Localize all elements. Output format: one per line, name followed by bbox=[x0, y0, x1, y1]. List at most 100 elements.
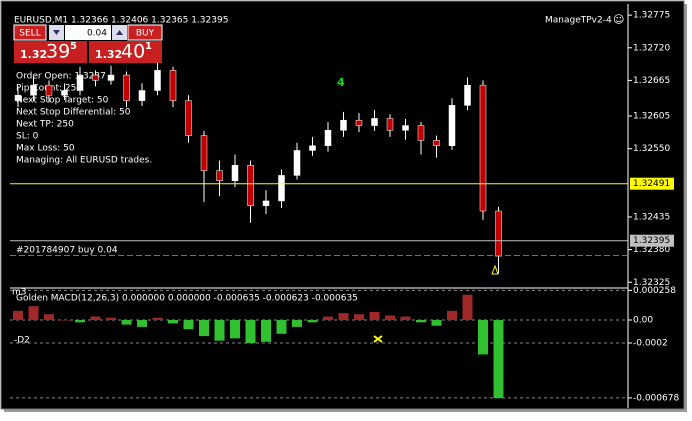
price-level-label: 1.32491 bbox=[633, 179, 670, 189]
histogram-bar bbox=[261, 320, 271, 342]
trade-panel: SELL 0.04 BUY 1.32 39 5 1.32 40 1 bbox=[13, 24, 163, 63]
info-line: Order Open: 1.3237 bbox=[16, 72, 106, 82]
candle-body bbox=[262, 200, 270, 206]
count-label: 4 bbox=[337, 76, 345, 89]
histogram-bar bbox=[276, 320, 287, 334]
histogram-bar bbox=[13, 310, 23, 321]
y-tick-label: 0.00 bbox=[633, 316, 653, 326]
candle-body bbox=[154, 70, 161, 91]
ask-box[interactable] bbox=[89, 41, 162, 63]
histogram-bar bbox=[75, 320, 85, 323]
ask-big: 40 bbox=[121, 41, 145, 63]
candle-body bbox=[138, 90, 146, 101]
expert-smiley: ☺ bbox=[613, 13, 624, 26]
histogram-bar bbox=[106, 317, 116, 321]
histogram-bar bbox=[493, 320, 504, 399]
candle-body bbox=[448, 105, 456, 146]
buy-label: BUY bbox=[136, 29, 155, 39]
histogram-bar bbox=[369, 311, 380, 321]
candle-body bbox=[14, 95, 22, 101]
info-line: Next TP: 250 bbox=[16, 120, 74, 130]
info-line: Next Stop Differential: 50 bbox=[16, 108, 131, 118]
y-tick-label: 0.000258 bbox=[633, 286, 676, 296]
histogram-bar bbox=[292, 320, 302, 327]
sell-label: SELL bbox=[19, 29, 40, 39]
y-tick-label: -0.000678 bbox=[633, 393, 679, 403]
histogram-bar bbox=[90, 316, 101, 321]
signal-cross bbox=[373, 335, 383, 343]
histogram-bar bbox=[183, 320, 194, 330]
candle-body bbox=[278, 175, 285, 202]
histogram-bar bbox=[121, 320, 132, 325]
histogram-bar bbox=[323, 316, 333, 321]
candle-body bbox=[123, 74, 130, 101]
candle-body bbox=[185, 100, 192, 136]
info-line: Managing: All EURUSD trades. bbox=[16, 156, 152, 166]
histogram-bar bbox=[385, 315, 395, 321]
histogram-bar bbox=[137, 320, 147, 327]
y-tick-label: -0.0002 bbox=[633, 338, 668, 348]
histogram-bar bbox=[28, 306, 39, 321]
candle-body bbox=[371, 118, 378, 126]
candle-body bbox=[61, 90, 68, 96]
price-level-box bbox=[630, 177, 674, 190]
histogram-bar bbox=[307, 320, 318, 323]
histogram-bar bbox=[416, 320, 426, 323]
candle-body bbox=[169, 70, 177, 101]
y-tick-label: 1.32665 bbox=[633, 76, 670, 86]
candle-body bbox=[293, 150, 301, 176]
candle-body bbox=[309, 145, 316, 151]
y-tick-label: 1.32380 bbox=[633, 245, 670, 255]
candle-body bbox=[355, 119, 363, 126]
info-line: SL: 0 bbox=[16, 132, 39, 142]
indicator-title: Golden MACD(12,26,3) 0.000000 0.000000 -… bbox=[16, 294, 358, 304]
candle-body bbox=[247, 165, 254, 206]
bid-small: 5 bbox=[70, 41, 77, 52]
histogram-bar bbox=[478, 320, 488, 355]
histogram-bar bbox=[338, 313, 349, 321]
candle-body bbox=[386, 118, 394, 131]
candle-body bbox=[417, 125, 425, 141]
candle-body bbox=[433, 140, 440, 146]
y-tick-label: 1.32775 bbox=[633, 11, 670, 21]
bid-box[interactable] bbox=[14, 41, 87, 63]
down-arrow bbox=[53, 30, 60, 35]
candle-body bbox=[324, 130, 332, 146]
candle-body bbox=[76, 74, 84, 91]
histogram-bar bbox=[245, 320, 256, 343]
histogram-bar bbox=[152, 317, 163, 321]
histogram-bar bbox=[400, 316, 411, 321]
ask-small: 1 bbox=[145, 41, 152, 52]
histogram-bar bbox=[59, 320, 70, 321]
candle-body bbox=[340, 119, 347, 131]
level-label: -D2 bbox=[14, 336, 30, 346]
window-label: m3 bbox=[12, 288, 27, 298]
candle-body bbox=[402, 125, 409, 131]
bid-main: 1.32 bbox=[20, 48, 47, 61]
buy-button[interactable] bbox=[127, 24, 163, 41]
lot-input[interactable] bbox=[65, 25, 111, 40]
histogram-bar bbox=[214, 320, 225, 341]
candle-body bbox=[479, 84, 487, 212]
histogram-bar bbox=[230, 320, 240, 339]
histogram-bar bbox=[44, 314, 54, 321]
histogram-bar bbox=[354, 314, 364, 321]
histogram-bar bbox=[462, 294, 473, 321]
histogram-bar bbox=[447, 310, 457, 321]
histogram-bar bbox=[168, 320, 178, 324]
info-line: Next Stop Target: 50 bbox=[16, 96, 109, 106]
order-arrow bbox=[491, 264, 499, 275]
y-tick-label: 1.32605 bbox=[633, 112, 670, 122]
window-frame bbox=[0, 0, 685, 410]
candle-body bbox=[107, 74, 115, 81]
candle-body bbox=[231, 165, 239, 181]
price-level-box bbox=[630, 234, 674, 247]
y-tick-label: 1.32550 bbox=[633, 144, 670, 154]
symbol-header: EURUSD,M1 1.32366 1.32406 1.32365 1.3239… bbox=[14, 16, 228, 26]
sell-button[interactable] bbox=[13, 24, 47, 41]
candle-body bbox=[216, 170, 223, 181]
candle-body bbox=[92, 74, 99, 81]
histogram-bar bbox=[199, 320, 209, 337]
